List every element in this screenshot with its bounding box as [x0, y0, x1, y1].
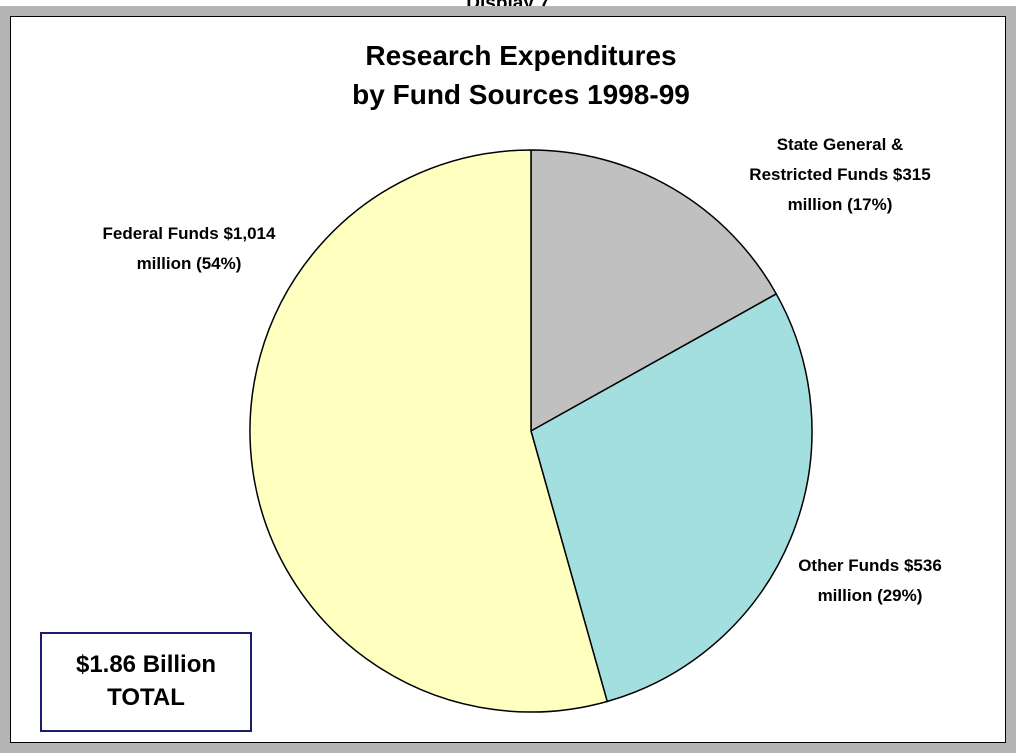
chart-area: Research Expenditures by Fund Sources 19…	[10, 16, 1006, 743]
chart-title-line-2: by Fund Sources 1998-99	[352, 79, 690, 110]
total-box: $1.86 Billion TOTAL	[40, 632, 252, 732]
slice-label-line: State General &	[777, 135, 904, 154]
slice-label-line: million (54%)	[137, 254, 242, 273]
slice-label-line: Restricted Funds $315	[749, 165, 930, 184]
slice-label-line: Federal Funds $1,014	[103, 224, 276, 243]
chart-title-line-1: Research Expenditures	[365, 40, 676, 71]
total-label: TOTAL	[107, 684, 185, 711]
pie-slice-federal-funds	[249, 149, 608, 713]
pie-slice-state-general-restricted-funds	[530, 149, 778, 432]
slice-label-other-funds: Other Funds $536 million (29%)	[798, 556, 942, 605]
pie-slice-other-funds	[530, 293, 813, 703]
slice-label-federal-funds: Federal Funds $1,014 million (54%)	[103, 224, 276, 273]
total-amount: $1.86 Billion	[75, 651, 217, 678]
pie-chart: Research Expenditures by Fund Sources 19…	[103, 40, 942, 713]
slice-label-line: million (29%)	[818, 586, 923, 605]
slice-label-state-general-restricted-funds: State General & Restricted Funds $315 mill…	[749, 135, 930, 214]
pie-slices	[249, 149, 813, 713]
slice-label-line: million (17%)	[788, 195, 893, 214]
slice-labels: State General & Restricted Funds $315 mill…	[103, 135, 942, 605]
slice-label-line: Other Funds $536	[798, 556, 942, 575]
outer-frame: Research Expenditures by Fund Sources 19…	[0, 6, 1016, 753]
